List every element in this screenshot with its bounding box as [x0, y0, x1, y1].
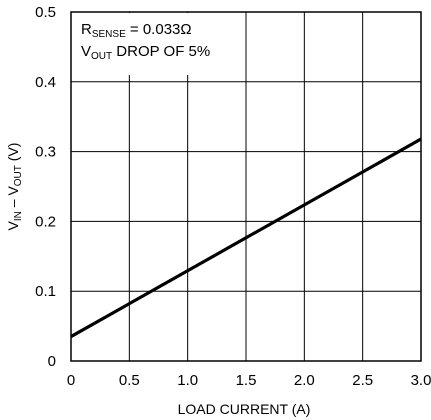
annotation-rsense-sub: SENSE — [92, 29, 126, 40]
annotation-background — [72, 13, 240, 75]
y-tick-label: 0.5 — [35, 4, 56, 21]
y-axis-label: VIN – VOUT (V) — [5, 143, 24, 231]
annotation-rsense-rest: = 0.033Ω — [126, 21, 192, 38]
x-tick-label: 2.0 — [294, 372, 315, 389]
x-tick-label: 3.0 — [411, 372, 431, 389]
series-layer — [70, 137, 422, 338]
y-tick-labels: 0 0.1 0.2 0.3 0.4 0.5 — [35, 4, 56, 370]
x-tick-label: 1.5 — [236, 372, 257, 389]
y-axis-label-sub2: OUT — [13, 165, 24, 186]
annotation-rsense: RSENSE = 0.033Ω — [81, 21, 192, 40]
annotation-vout-sub: OUT — [91, 51, 112, 62]
x-tick-label: 1.0 — [177, 372, 198, 389]
y-tick-label: 0 — [48, 353, 56, 370]
x-axis-label: LOAD CURRENT (A) — [178, 401, 311, 417]
annotation-rsense-main: R — [81, 21, 92, 38]
y-tick-label: 0.2 — [35, 213, 56, 230]
y-tick-label: 0.1 — [35, 283, 56, 300]
y-tick-label: 0.3 — [35, 144, 56, 161]
x-tick-label: 0.5 — [119, 372, 140, 389]
series-line — [70, 137, 422, 338]
y-axis-label-mid: – V — [5, 186, 21, 212]
plot-frame — [70, 11, 422, 362]
y-axis-label-main: V — [5, 220, 21, 230]
grid — [71, 12, 421, 361]
x-tick-label: 2.5 — [352, 372, 373, 389]
y-axis-label-end: (V) — [5, 143, 21, 166]
x-tick-labels: 0 0.5 1.0 1.5 2.0 2.5 3.0 — [67, 372, 431, 389]
x-tick-label: 0 — [67, 372, 75, 389]
annotation-vout-drop: VOUT DROP OF 5% — [81, 43, 210, 62]
annotation-vout-main: V — [81, 43, 91, 60]
annotation-vout-rest: DROP OF 5% — [112, 43, 210, 60]
y-axis-label-sub1: IN — [13, 211, 24, 221]
y-tick-label: 0.4 — [35, 74, 56, 91]
